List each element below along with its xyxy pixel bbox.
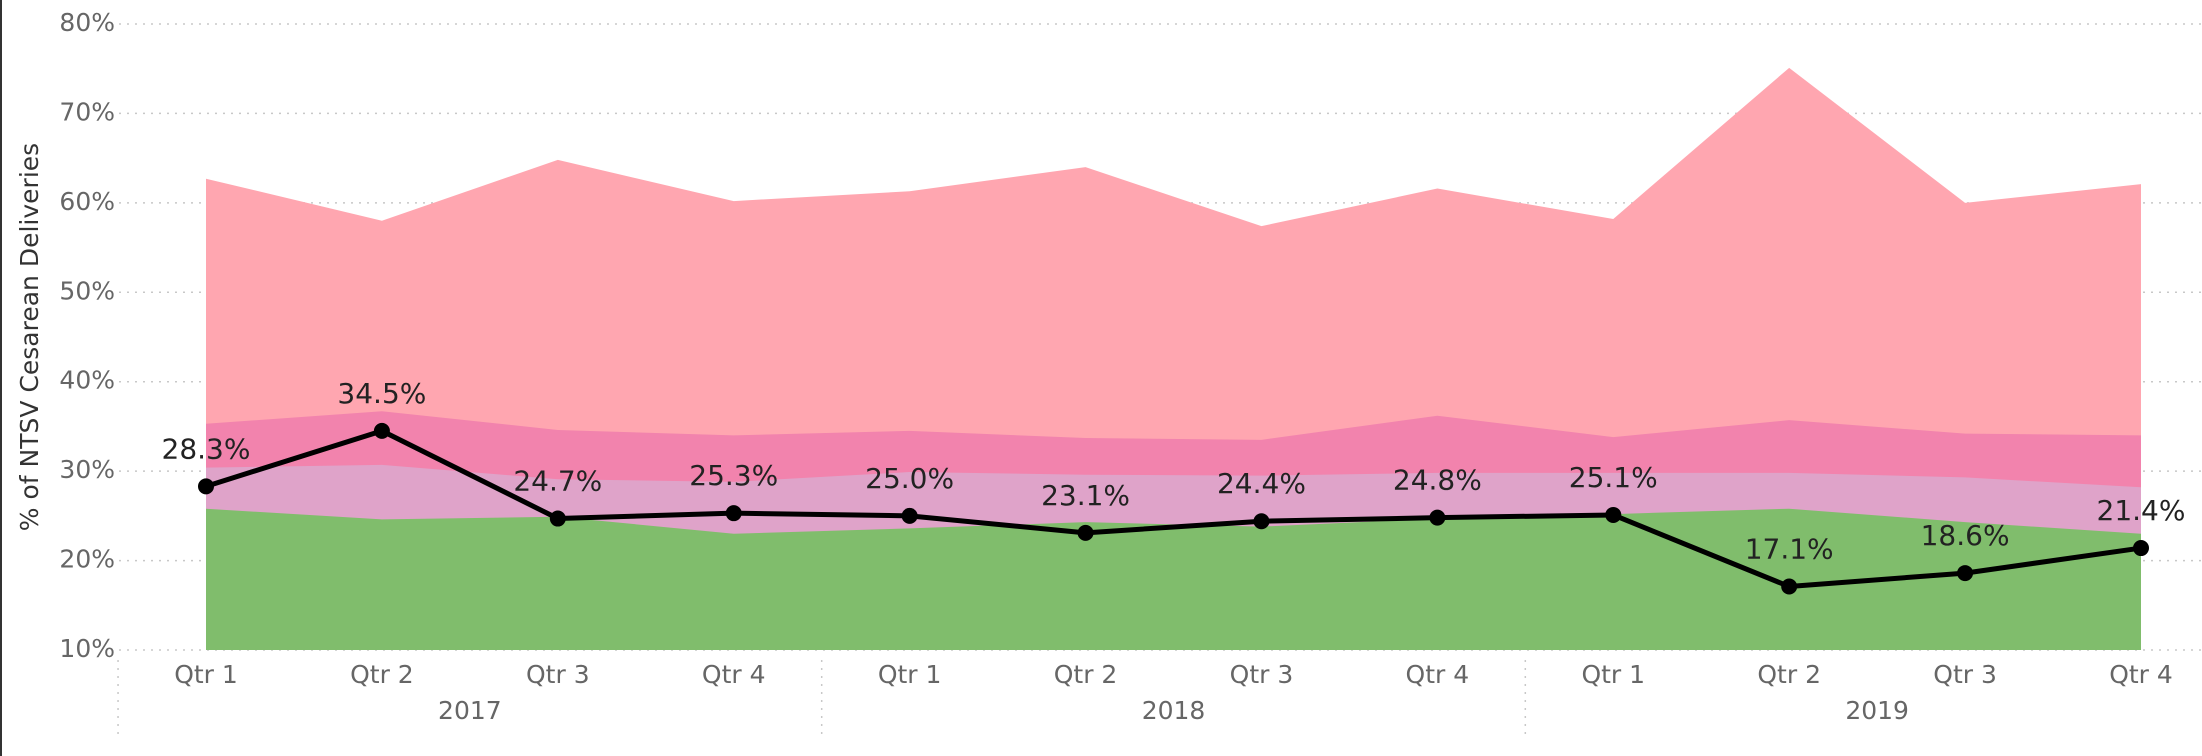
y-tick-label: 70% — [59, 97, 115, 126]
marker — [1429, 509, 1446, 526]
x-tick-label: Qtr 4 — [1406, 660, 1470, 689]
x-tick-label: Qtr 3 — [526, 660, 590, 689]
data-label: 25.1% — [1569, 461, 1658, 494]
y-tick-label: 60% — [59, 187, 115, 216]
data-label: 24.7% — [513, 465, 602, 498]
data-label: 24.8% — [1393, 464, 1482, 497]
marker — [901, 507, 918, 524]
x-tick-label: Qtr 4 — [702, 660, 766, 689]
x-tick-label: Qtr 2 — [350, 660, 414, 689]
x-tick-label: Qtr 1 — [1581, 660, 1645, 689]
y-tick-label: 50% — [59, 276, 115, 305]
x-tick-label: Qtr 4 — [2109, 660, 2173, 689]
marker — [1781, 578, 1798, 595]
data-label: 21.4% — [2097, 494, 2186, 527]
x-tick-label: Qtr 3 — [1933, 660, 1997, 689]
y-tick-label: 40% — [59, 366, 115, 395]
y-tick-label: 30% — [59, 455, 115, 484]
x-tick-label: Qtr 2 — [1757, 660, 1821, 689]
data-label: 24.4% — [1217, 467, 1306, 500]
year-label: 2019 — [1845, 696, 1909, 725]
x-tick-label: Qtr 1 — [878, 660, 942, 689]
y-axis-title: % of NTSV Cesarean Deliveries — [15, 143, 44, 531]
marker — [373, 422, 390, 439]
data-label: 25.3% — [689, 459, 778, 492]
y-tick-label: 80% — [59, 8, 115, 37]
marker — [198, 478, 214, 495]
x-tick-label: Qtr 1 — [174, 660, 238, 689]
line — [205, 428, 2142, 590]
year-label: 2018 — [1142, 696, 1206, 725]
area — [206, 508, 2141, 650]
x-tick-label: Qtr 2 — [1054, 660, 1118, 689]
y-tick-label: 20% — [59, 545, 115, 574]
marker — [1253, 513, 1270, 530]
marker — [549, 510, 566, 527]
data-label: 25.0% — [865, 462, 954, 495]
y-tick-label: 10% — [59, 634, 115, 663]
data-label: 17.1% — [1745, 533, 1834, 566]
x-tick-label: Qtr 3 — [1230, 660, 1294, 689]
data-label: 28.3% — [162, 432, 251, 465]
marker — [1957, 565, 1974, 582]
marker — [725, 505, 742, 522]
marker — [1605, 506, 1622, 523]
marker — [2133, 540, 2149, 557]
year-label: 2017 — [438, 696, 502, 725]
data-label: 34.5% — [337, 377, 426, 410]
marker — [1077, 524, 1094, 541]
data-label: 18.6% — [1921, 519, 2010, 552]
data-label: 23.1% — [1041, 479, 1130, 512]
